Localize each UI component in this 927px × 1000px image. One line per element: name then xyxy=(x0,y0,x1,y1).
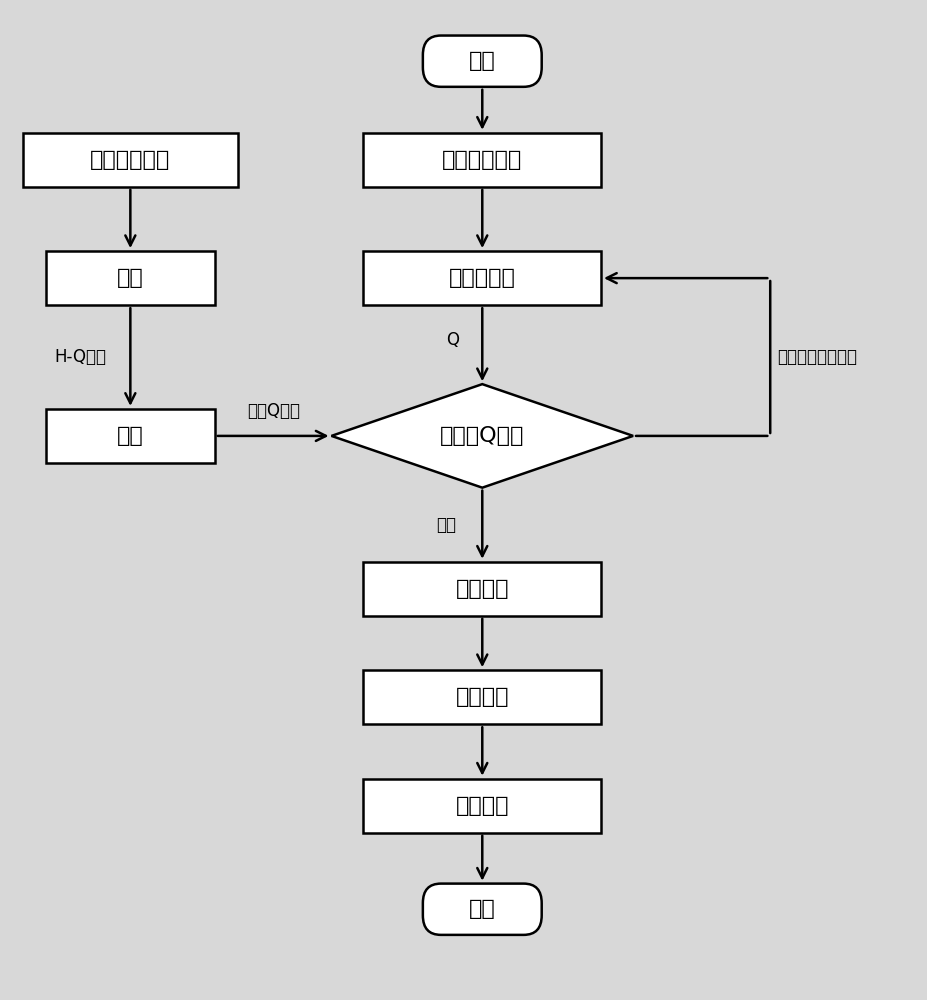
Text: 实测流量数据: 实测流量数据 xyxy=(90,150,171,170)
Bar xyxy=(23,133,237,187)
Text: 实测Q样本: 实测Q样本 xyxy=(247,402,299,420)
Bar xyxy=(363,133,601,187)
Bar xyxy=(363,670,601,724)
Text: 开始: 开始 xyxy=(468,51,495,71)
Text: 洪水预测: 洪水预测 xyxy=(455,796,509,816)
Text: 结束: 结束 xyxy=(468,899,495,919)
Text: 不满意，调整参数: 不满意，调整参数 xyxy=(777,348,857,366)
Text: 与实测Q比较: 与实测Q比较 xyxy=(439,426,524,446)
Text: H-Q曲线: H-Q曲线 xyxy=(54,348,106,366)
Text: 满意: 满意 xyxy=(436,516,455,534)
FancyBboxPatch shape xyxy=(423,36,541,87)
Bar xyxy=(363,562,601,616)
Text: 模型验证: 模型验证 xyxy=(455,687,509,707)
Bar xyxy=(363,779,601,833)
Text: 定线: 定线 xyxy=(117,268,144,288)
Text: 产汇流计算: 产汇流计算 xyxy=(449,268,515,288)
FancyBboxPatch shape xyxy=(423,884,541,935)
Polygon shape xyxy=(331,384,632,488)
Bar xyxy=(363,251,601,305)
Bar xyxy=(45,409,215,463)
Text: 推流: 推流 xyxy=(117,426,144,446)
Text: Q: Q xyxy=(446,331,459,349)
Text: 初値参数设定: 初値参数设定 xyxy=(441,150,522,170)
Text: 完成率定: 完成率定 xyxy=(455,579,509,599)
Bar xyxy=(45,251,215,305)
